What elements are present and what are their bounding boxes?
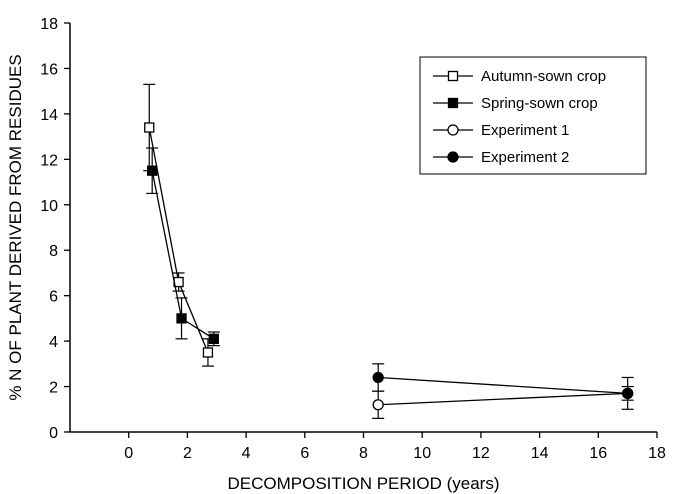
x-tick-label: 14 — [531, 445, 549, 462]
x-tick-label: 2 — [183, 445, 192, 462]
legend-label: Experiment 1 — [481, 122, 569, 139]
legend-marker — [447, 151, 459, 163]
x-tick-label: 18 — [648, 445, 666, 462]
y-tick-label: 16 — [40, 61, 58, 78]
series-0 — [143, 83, 214, 367]
y-tick-label: 6 — [49, 289, 58, 306]
x-tick-label: 16 — [589, 445, 607, 462]
legend-marker — [447, 97, 459, 109]
y-tick-label: 14 — [40, 107, 58, 124]
legend-label: Spring-sown crop — [481, 95, 598, 112]
x-axis-title: DECOMPOSITION PERIOD (years) — [227, 474, 499, 493]
y-tick-label: 0 — [49, 425, 58, 442]
x-tick-label: 10 — [413, 445, 431, 462]
x-tick-label: 8 — [359, 445, 368, 462]
y-tick-label: 8 — [49, 243, 58, 260]
series-3 — [372, 363, 634, 410]
series-1 — [146, 147, 220, 347]
y-tick-label: 4 — [49, 334, 58, 351]
legend-marker — [447, 124, 459, 136]
x-tick-label: 12 — [472, 445, 490, 462]
legend-marker — [447, 70, 459, 82]
axes: 0 2 4 6 8 10 12 14 16 18 0 2 4 6 8 10 12 14 16 18 — [40, 16, 666, 462]
x-tick-label: 6 — [300, 445, 309, 462]
data-point — [147, 165, 158, 176]
data-point — [202, 347, 214, 358]
data-point — [208, 333, 219, 344]
data-point — [144, 122, 155, 133]
data-point — [372, 399, 384, 411]
y-tick-label: 18 — [40, 16, 58, 33]
series-line — [378, 376, 628, 395]
legend-label: Experiment 2 — [481, 149, 569, 166]
data-point — [372, 371, 384, 384]
y-tick-label: 10 — [40, 198, 58, 215]
legend: Autumn-sown crop Spring-sown crop Experime… — [419, 56, 647, 175]
y-tick-label: 2 — [49, 380, 58, 397]
x-ticks: 0 2 4 6 8 10 12 14 16 18 — [124, 432, 666, 462]
data-point — [176, 313, 187, 324]
plot-area — [143, 83, 634, 419]
series-line — [378, 392, 628, 406]
data-point — [622, 387, 634, 400]
x-tick-label: 0 — [124, 445, 133, 462]
legend-label: Autumn-sown crop — [481, 68, 606, 85]
y-ticks: 0 2 4 6 8 10 12 14 16 18 — [40, 16, 70, 442]
y-axis-title: % N OF PLANT DERIVED FROM RESIDUES — [6, 54, 25, 400]
y-tick-label: 12 — [40, 152, 58, 169]
x-tick-label: 4 — [242, 445, 251, 462]
